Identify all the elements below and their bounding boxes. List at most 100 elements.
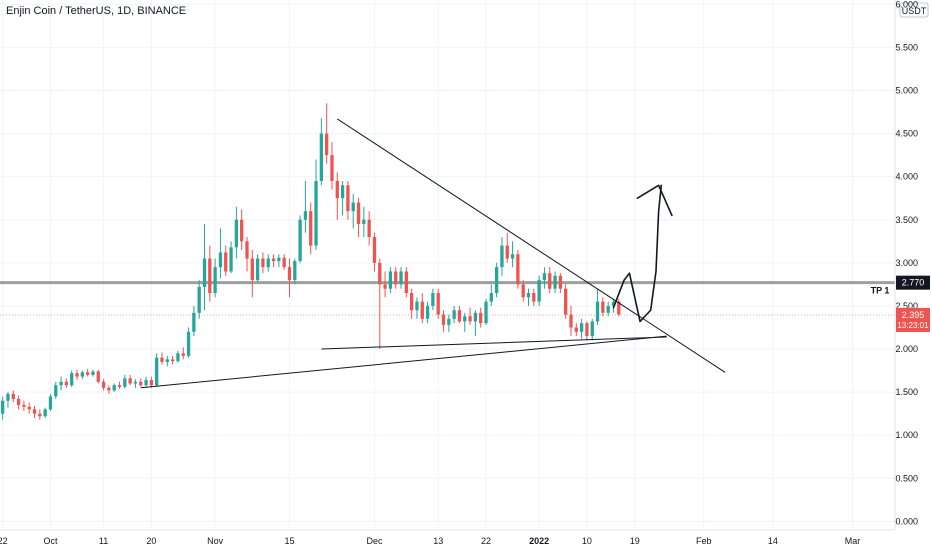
candle <box>314 159 318 250</box>
candle <box>250 249 254 298</box>
candle-body <box>394 271 398 285</box>
price-axis[interactable]: USDT <box>0 0 929 531</box>
candle <box>399 267 403 289</box>
candle <box>70 370 74 387</box>
candle-body <box>484 301 488 324</box>
candle-body <box>447 318 451 325</box>
freehand-arrow-head <box>636 184 673 217</box>
candle <box>1 396 5 420</box>
candle <box>197 280 201 319</box>
candle-body <box>537 280 541 302</box>
candle <box>266 254 270 272</box>
candle-body <box>558 275 563 289</box>
candle <box>261 252 265 274</box>
candle <box>277 254 281 268</box>
candle-body <box>54 385 58 397</box>
candle-body <box>494 267 499 294</box>
candle-body <box>314 180 318 246</box>
x-tick-label: 15 <box>284 536 294 546</box>
candle-body <box>16 399 21 406</box>
candle-body <box>6 393 10 401</box>
candle-body <box>436 293 440 315</box>
y-tick-label: 6.000 <box>895 0 918 9</box>
candle-body <box>325 133 329 156</box>
candle <box>6 392 10 408</box>
y-tick-label: 1.500 <box>895 387 918 397</box>
candle-body <box>85 372 90 375</box>
candle <box>202 224 207 311</box>
time-axis[interactable]: 22 Oct 11 20 Nov 15 Dec 13 22 2022 10 19 Feb 14 Mar <box>0 536 860 546</box>
x-tick-label: 2022 <box>529 536 549 546</box>
horizontal-gridlines <box>0 3 895 522</box>
candle-body <box>160 357 164 362</box>
candle <box>526 288 531 306</box>
tp1-level-name: TP 1 <box>871 286 890 296</box>
candle-body <box>80 372 84 377</box>
current-price-label: 2.395 <box>902 310 925 320</box>
candle-body <box>489 293 493 302</box>
candle-body <box>606 305 610 313</box>
candle-body <box>255 258 260 281</box>
candle <box>346 180 350 220</box>
candle-body <box>585 323 589 337</box>
x-tick-label: 22 <box>481 536 491 546</box>
trendline-drawings <box>140 118 726 389</box>
candle-body <box>367 219 371 237</box>
x-tick-label: 11 <box>99 536 108 546</box>
y-tick-label: 5.000 <box>895 85 918 95</box>
candle <box>245 236 249 272</box>
candle-body <box>479 312 483 324</box>
candle <box>548 267 552 294</box>
candle-body <box>101 381 106 388</box>
candle-body <box>282 257 286 268</box>
candle <box>170 355 175 365</box>
symbol-title[interactable]: Enjin Coin / TetherUS, 1D, BINANCE <box>6 5 187 17</box>
candle-body <box>505 245 509 259</box>
candlestick-series <box>1 103 621 420</box>
candle <box>16 395 21 410</box>
candle <box>181 347 185 360</box>
candle-body <box>144 380 148 386</box>
candle-body <box>383 284 387 289</box>
x-tick-label: 14 <box>768 536 778 546</box>
candle <box>240 209 244 250</box>
x-tick-label: 13 <box>433 536 443 546</box>
x-tick-label: Oct <box>43 536 58 546</box>
candle <box>388 267 393 294</box>
candle <box>224 245 228 276</box>
candle-body <box>473 312 478 322</box>
candle <box>165 355 169 367</box>
candle-body <box>75 373 79 377</box>
y-tick-label: 3.000 <box>895 258 918 268</box>
candle-body <box>425 305 430 319</box>
candle-body <box>277 257 281 262</box>
candle <box>85 368 90 377</box>
candle-body <box>399 271 403 285</box>
candle <box>59 376 63 391</box>
candle-body <box>340 185 345 199</box>
candle <box>255 254 260 282</box>
candle <box>590 318 594 341</box>
currency-badge[interactable] <box>899 2 929 18</box>
candle-body <box>149 380 154 386</box>
candle-body <box>123 378 127 387</box>
candle-body <box>335 180 339 199</box>
candle <box>149 376 154 388</box>
candle <box>447 314 451 332</box>
candle-body <box>229 247 233 272</box>
candle-body <box>250 258 254 281</box>
candle-body <box>27 406 31 410</box>
candle <box>27 402 31 414</box>
candle <box>372 232 377 272</box>
candle <box>383 271 387 298</box>
candle <box>325 103 329 164</box>
candle <box>500 236 504 276</box>
candle-body <box>463 316 467 322</box>
candle <box>431 288 435 311</box>
candle-body <box>500 245 504 268</box>
candle <box>112 383 116 393</box>
candle <box>139 378 143 387</box>
candle-body <box>245 241 249 259</box>
candle-body <box>128 378 132 384</box>
